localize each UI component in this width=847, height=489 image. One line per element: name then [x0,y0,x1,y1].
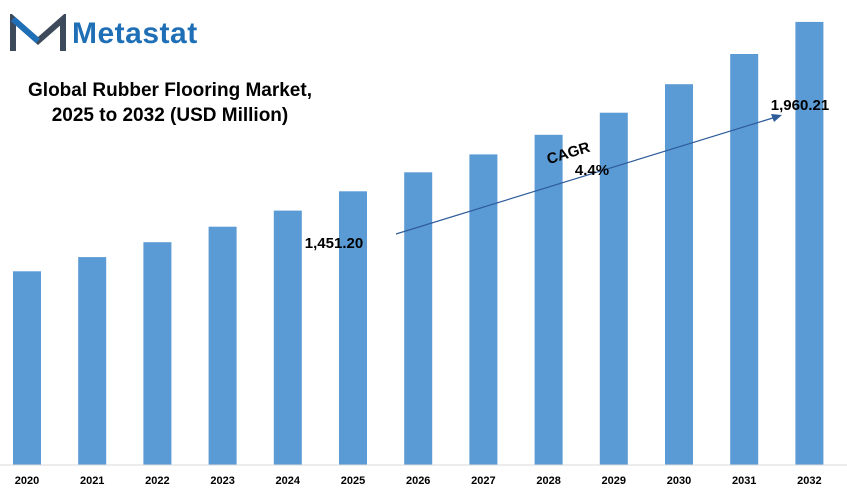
x-tick-label-2024: 2024 [276,475,301,487]
x-tick-label-2031: 2031 [732,475,756,487]
bar-2030 [665,84,693,465]
chart-title-line-1: Global Rubber Flooring Market, [28,80,312,101]
brand-logo: Metastat [10,14,198,54]
bar-2020 [13,271,41,465]
x-tick-label-2026: 2026 [406,475,430,487]
bar-2023 [208,226,237,465]
chart-title-line-2: 2025 to 2032 (USD Million) [51,105,289,126]
x-tick-label-2025: 2025 [341,475,365,487]
x-tick-labels: 2020 2021 2022 2023 2024 2025 2026 2027 2028 2029… [15,475,822,487]
cagr-arrow-head [771,114,782,122]
x-tick-label-2023: 2023 [210,475,234,487]
x-tick-label-2021: 2021 [80,475,104,487]
x-tick-label-2027: 2027 [471,475,495,487]
bar-group [13,21,824,466]
x-tick-label-2020: 2020 [15,475,39,487]
brand-name: Metastat [72,17,198,50]
cagr-trend-arrow [395,116,777,235]
bar-2031 [730,54,759,465]
x-tick-label-2029: 2029 [602,475,626,487]
x-tick-label-2028: 2028 [536,475,560,487]
end-value-label: 1,960.21 [771,97,829,114]
metastat-m-icon [10,14,66,51]
x-tick-label-2022: 2022 [145,475,169,487]
bar-2025 [339,191,367,466]
x-tick-label-2030: 2030 [667,475,691,487]
bar-2026 [404,172,433,466]
start-value-label: 1,451.20 [305,235,363,252]
bar-2024 [273,210,302,465]
bar-2032 [795,21,824,466]
bar-2022 [143,242,172,465]
cagr-value: 4.4% [575,162,609,179]
bar-2029 [599,112,628,465]
chart-title: Global Rubber Flooring Market, 2025 to 2… [0,78,340,128]
bar-2027 [469,154,498,465]
x-tick-label-2032: 2032 [797,475,821,487]
bar-2021 [78,257,107,465]
